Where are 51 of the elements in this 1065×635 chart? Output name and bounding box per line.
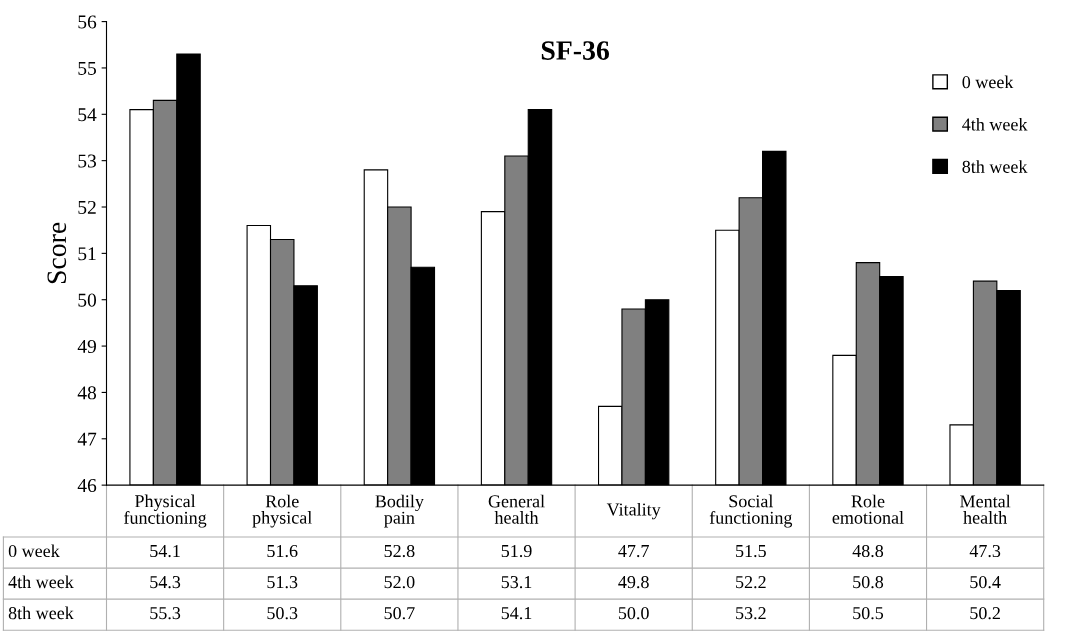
text: SF-36	[541, 41, 610, 60]
y-tick-label: 52	[78, 200, 96, 214]
y-tick-label: 51	[78, 247, 96, 261]
text: 8th week	[8, 606, 74, 620]
data-label: 50.0	[618, 607, 649, 620]
y-tick-label: 46	[77, 479, 97, 493]
data-label: 53.2	[736, 607, 766, 620]
y-tick-label: 48	[77, 386, 97, 400]
y-tick-label: 50	[78, 293, 97, 307]
y-tick-label: 49	[77, 339, 96, 354]
data-label: 52.8	[384, 544, 415, 558]
x-tick-label: Bodily pain	[375, 494, 424, 528]
data-label: 54.1	[150, 545, 180, 558]
y-tick-label: 53	[78, 154, 97, 168]
legend-label: 0 week	[962, 75, 1014, 89]
y-tick-label: 56	[78, 15, 97, 29]
data-label: 47.7	[618, 545, 649, 558]
data-label: 54.1	[501, 607, 532, 620]
data-label: 47.3	[969, 544, 1001, 558]
data-label: 53.1	[501, 576, 532, 589]
data-label: 51.3	[267, 576, 298, 589]
legend-label: 4th week	[962, 117, 1028, 131]
data-label: 50.4	[970, 575, 1001, 589]
x-tick-label: Physical functioning	[124, 494, 207, 528]
legend-label: 8th week	[962, 160, 1028, 173]
data-label: 50.7	[384, 607, 415, 620]
data-label: 50.3	[267, 607, 298, 620]
data-label: 51.9	[501, 544, 532, 558]
data-label: 51.5	[736, 545, 766, 558]
data-label: 55.3	[150, 607, 181, 620]
text: 0 week	[8, 544, 60, 558]
data-label: 52.2	[736, 576, 766, 589]
data-label: 48.8	[852, 544, 884, 558]
data-label: 50.2	[970, 607, 1000, 620]
data-label: 54.3	[150, 576, 181, 589]
data-label: 49.8	[618, 575, 649, 589]
x-tick-label: General health	[488, 494, 545, 524]
text: 4th week	[8, 575, 74, 589]
y-tick-label: 55	[78, 61, 97, 75]
y-tick-label: 54	[78, 108, 97, 122]
y-axis-title: Score	[47, 222, 67, 284]
y-tick-label: 47	[77, 432, 97, 446]
x-tick-label: Vitality	[606, 502, 661, 520]
x-tick-label: Social functioning	[709, 494, 793, 528]
data-label: 52.0	[384, 575, 415, 589]
data-label: 50.5	[853, 607, 884, 620]
x-tick-label: Role physical	[252, 494, 312, 528]
data-label: 51.6	[267, 544, 298, 558]
x-tick-label: Role emotional	[832, 494, 904, 524]
data-label: 50.8	[853, 575, 884, 589]
x-tick-label: Mental health	[960, 494, 1011, 524]
